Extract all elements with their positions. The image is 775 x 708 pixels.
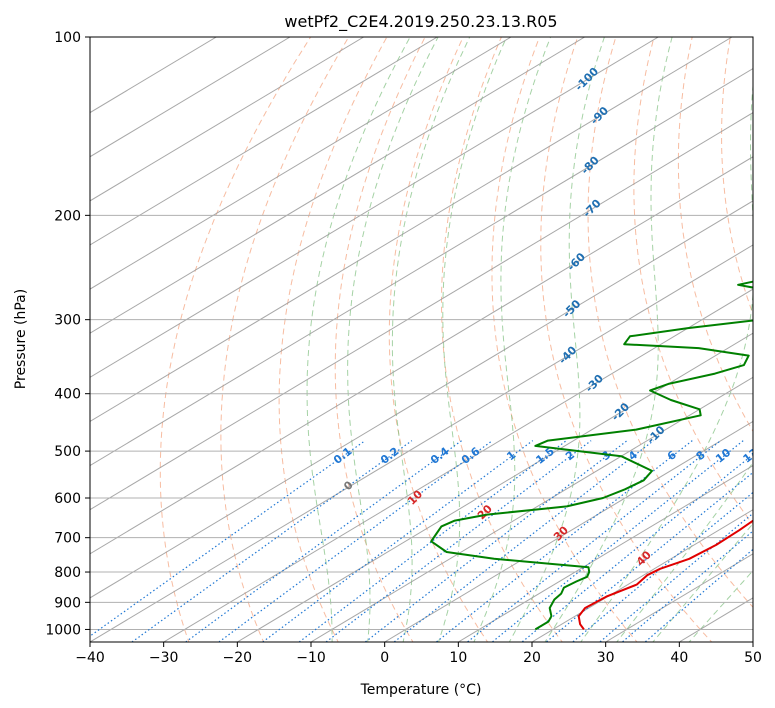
y-tick-label: 200	[54, 208, 81, 224]
y-tick-label: 300	[54, 313, 81, 329]
x-tick-label: 40	[670, 650, 688, 666]
moist-adiabat-line	[508, 37, 605, 642]
mixing-ratio-line	[545, 471, 753, 642]
mixing-ratio-line	[364, 440, 628, 642]
mixing-ratio-line	[325, 440, 592, 642]
isotherm-line	[458, 464, 753, 642]
mixing-ratio-line	[184, 440, 463, 642]
dry-adiabat-line	[633, 37, 753, 526]
x-tick-label: 20	[523, 650, 541, 666]
dry-adiabat-line	[278, 37, 388, 642]
x-tick-label: 10	[449, 650, 467, 666]
plot-frame	[89, 36, 754, 643]
x-tick-label: −30	[149, 650, 179, 666]
x-tick-label: 0	[380, 650, 389, 666]
isotherm-line	[90, 37, 585, 334]
y-tick-label: 700	[54, 531, 81, 547]
isotherm-line	[237, 332, 753, 642]
y-tick-label: 800	[54, 565, 81, 581]
mixing-ratio-line	[261, 440, 534, 642]
y-tick-label: 400	[54, 387, 81, 403]
isotherm-line	[90, 37, 291, 158]
mixing-ratio-line	[521, 453, 753, 642]
isotherm-line	[90, 67, 753, 467]
isotherm-line	[90, 37, 659, 378]
isotherm-line	[384, 420, 753, 642]
dry-adiabat-line	[540, 37, 713, 642]
dewpoint-profile-line	[430, 280, 753, 631]
profile-lines	[430, 280, 753, 631]
dry-adiabat-line	[334, 37, 426, 642]
isotherm-line	[90, 156, 753, 555]
isotherm-line	[531, 509, 753, 642]
x-axis-title: Temperature (°C)	[360, 682, 482, 698]
isotherm-line	[310, 376, 753, 642]
mixing-ratio-line	[217, 440, 493, 642]
x-tick-label: −20	[223, 650, 253, 666]
temperature-profile-line	[577, 519, 753, 630]
isotherm-line	[163, 288, 753, 642]
isotherm-line	[90, 37, 512, 290]
y-tick-label: 600	[54, 491, 81, 507]
isotherm-line	[90, 244, 753, 642]
mixing-ratio-line	[571, 491, 753, 642]
y-tick-label: 500	[54, 444, 81, 460]
mixing-ratio-line	[298, 440, 567, 642]
isotherm-line	[90, 112, 753, 511]
x-tick-label: 30	[597, 650, 615, 666]
y-tick-label: 900	[54, 595, 81, 611]
mixing-ratio-line	[130, 440, 413, 642]
background-lines	[90, 37, 753, 642]
mixing-ratio-line	[393, 440, 654, 642]
isotherm-line	[90, 37, 733, 423]
x-tick-label: −10	[296, 650, 326, 666]
dry-adiabat-line	[721, 37, 753, 316]
y-tick-label: 1000	[45, 622, 81, 638]
x-tick-label: −40	[75, 650, 105, 666]
isotherm-line	[90, 37, 364, 202]
chart-title: wetPf2_C2E4.2019.250.23.13.R05	[284, 12, 557, 32]
x-axis: −40 −30 −20 −10 0 10 20 30 40 50	[75, 642, 762, 666]
dry-adiabat-line	[587, 37, 753, 608]
x-tick-label: 50	[744, 650, 762, 666]
y-axis: 100 200 300 400 500 600 700 800 900 1000	[45, 30, 90, 638]
y-axis-title: Pressure (hPa)	[13, 289, 29, 389]
y-tick-label: 100	[54, 30, 81, 46]
isotherm-line	[90, 37, 438, 246]
isotherm-line	[90, 200, 753, 599]
